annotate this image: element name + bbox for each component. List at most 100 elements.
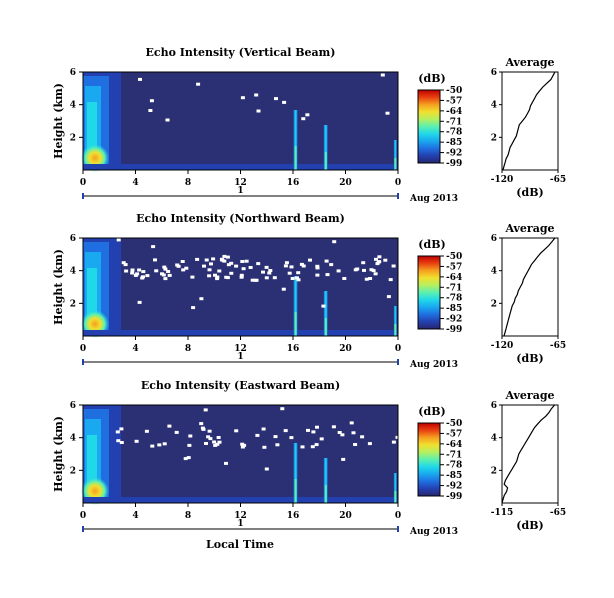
missing-data-cell bbox=[310, 445, 315, 449]
missing-data-cell bbox=[162, 442, 167, 446]
missing-data-cell bbox=[130, 268, 135, 272]
missing-data-cell bbox=[116, 238, 121, 242]
missing-data-cell bbox=[207, 274, 212, 278]
y-tick-label: 6 bbox=[70, 401, 76, 411]
colorbar-unit: (dB) bbox=[418, 405, 445, 418]
missing-data-cell bbox=[262, 445, 267, 449]
missing-data-cell bbox=[213, 273, 217, 277]
missing-data-cell bbox=[167, 273, 172, 277]
missing-data-cell bbox=[353, 443, 358, 446]
missing-data-cell bbox=[371, 269, 376, 273]
missing-data-cell bbox=[355, 267, 360, 271]
missing-data-cell bbox=[212, 440, 217, 444]
missing-data-cell bbox=[124, 269, 129, 273]
missing-data-cell bbox=[287, 271, 292, 275]
missing-data-cell bbox=[329, 263, 334, 267]
missing-data-cell bbox=[226, 263, 231, 267]
y-tick-label: 4 bbox=[70, 101, 76, 111]
missing-data-cell bbox=[225, 255, 230, 259]
missing-data-cell bbox=[351, 431, 356, 435]
echo-burst-core bbox=[324, 318, 327, 336]
missing-data-cell bbox=[144, 429, 149, 433]
missing-data-cell bbox=[273, 435, 278, 439]
echo-burst bbox=[393, 473, 397, 503]
missing-data-cell bbox=[191, 306, 196, 310]
colorbar-tick-label: -78 bbox=[446, 128, 462, 138]
echo-burst-core bbox=[394, 158, 397, 170]
echo-burst-core bbox=[294, 312, 297, 336]
missing-data-cell bbox=[203, 408, 208, 412]
missing-data-cell bbox=[206, 435, 211, 439]
y-tick-label: 6 bbox=[70, 68, 76, 78]
echo-burst-core bbox=[324, 485, 327, 503]
missing-data-cell bbox=[201, 427, 206, 431]
day-label: 1 bbox=[237, 352, 243, 362]
missing-data-cell bbox=[314, 443, 319, 447]
average-x-tick-label: -65 bbox=[550, 175, 566, 185]
missing-data-cell bbox=[204, 258, 209, 262]
missing-data-cell bbox=[196, 82, 201, 86]
missing-data-cell bbox=[208, 437, 213, 441]
missing-data-cell bbox=[380, 73, 385, 77]
missing-data-cell bbox=[340, 433, 345, 437]
average-profile-line bbox=[501, 404, 556, 504]
missing-data-cell bbox=[134, 439, 139, 443]
missing-data-cell bbox=[234, 429, 239, 433]
missing-data-cell bbox=[256, 262, 261, 266]
missing-data-cell bbox=[361, 261, 366, 265]
echo-burst bbox=[323, 458, 328, 503]
average-x-tick-label: -120 bbox=[491, 175, 514, 185]
colorbar bbox=[417, 422, 441, 497]
average-frame bbox=[501, 404, 559, 504]
near-ground-echo bbox=[83, 497, 398, 503]
missing-data-cell bbox=[275, 443, 280, 447]
average-y-tick-label: 2 bbox=[491, 466, 497, 476]
missing-data-cell bbox=[261, 270, 265, 274]
average-y-tick-label: 6 bbox=[491, 68, 497, 78]
echo-burst bbox=[293, 443, 298, 503]
colorbar-tick-label: -99 bbox=[446, 325, 462, 335]
colorbar-tick-label: -57 bbox=[446, 96, 462, 106]
heatmap-field bbox=[83, 405, 398, 503]
missing-data-cell bbox=[241, 267, 246, 271]
day-label: 1 bbox=[237, 519, 243, 529]
missing-data-cell bbox=[386, 295, 391, 299]
panel-1: Echo Intensity (Vertical Beam) 6 4 2 Height … bbox=[52, 46, 566, 204]
missing-data-cell bbox=[362, 268, 366, 272]
missing-data-cell bbox=[360, 435, 365, 439]
colorbar-tick-label: -92 bbox=[446, 315, 462, 325]
echo-burst bbox=[393, 140, 397, 170]
missing-data-cell bbox=[284, 261, 289, 265]
missing-data-cell bbox=[184, 266, 189, 270]
missing-data-cell bbox=[349, 421, 354, 425]
x-tick-label: 0 bbox=[395, 511, 401, 521]
missing-data-cell bbox=[190, 275, 195, 279]
missing-data-cell bbox=[140, 276, 145, 280]
echo-burst-core bbox=[394, 491, 397, 503]
colorbar-tick-label: -64 bbox=[446, 107, 462, 117]
missing-data-cell bbox=[256, 109, 261, 113]
missing-data-cell bbox=[199, 297, 204, 301]
missing-data-cell bbox=[215, 277, 220, 281]
missing-data-cell bbox=[369, 268, 374, 272]
missing-data-cell bbox=[239, 273, 244, 277]
missing-data-cell bbox=[123, 263, 128, 267]
missing-data-cell bbox=[264, 467, 269, 471]
missing-data-cell bbox=[160, 272, 164, 276]
colorbar bbox=[417, 89, 441, 164]
x-tick-label: 20 bbox=[339, 178, 352, 188]
average-y-tick-label: 4 bbox=[491, 434, 497, 444]
x-tick-label: 4 bbox=[132, 344, 138, 354]
average-y-tick-label: 6 bbox=[491, 401, 497, 411]
missing-data-cell bbox=[364, 277, 369, 281]
date-label: Aug 2013 bbox=[409, 527, 458, 537]
colorbar-tick-label: -85 bbox=[446, 471, 462, 481]
missing-data-cell bbox=[153, 258, 157, 262]
missing-data-cell bbox=[240, 260, 245, 263]
echo-burst bbox=[323, 291, 328, 336]
missing-data-cell bbox=[211, 257, 216, 261]
x-tick-label: 4 bbox=[132, 511, 138, 521]
colorbar-tick-label: -92 bbox=[446, 482, 462, 492]
missing-data-cell bbox=[165, 118, 170, 122]
